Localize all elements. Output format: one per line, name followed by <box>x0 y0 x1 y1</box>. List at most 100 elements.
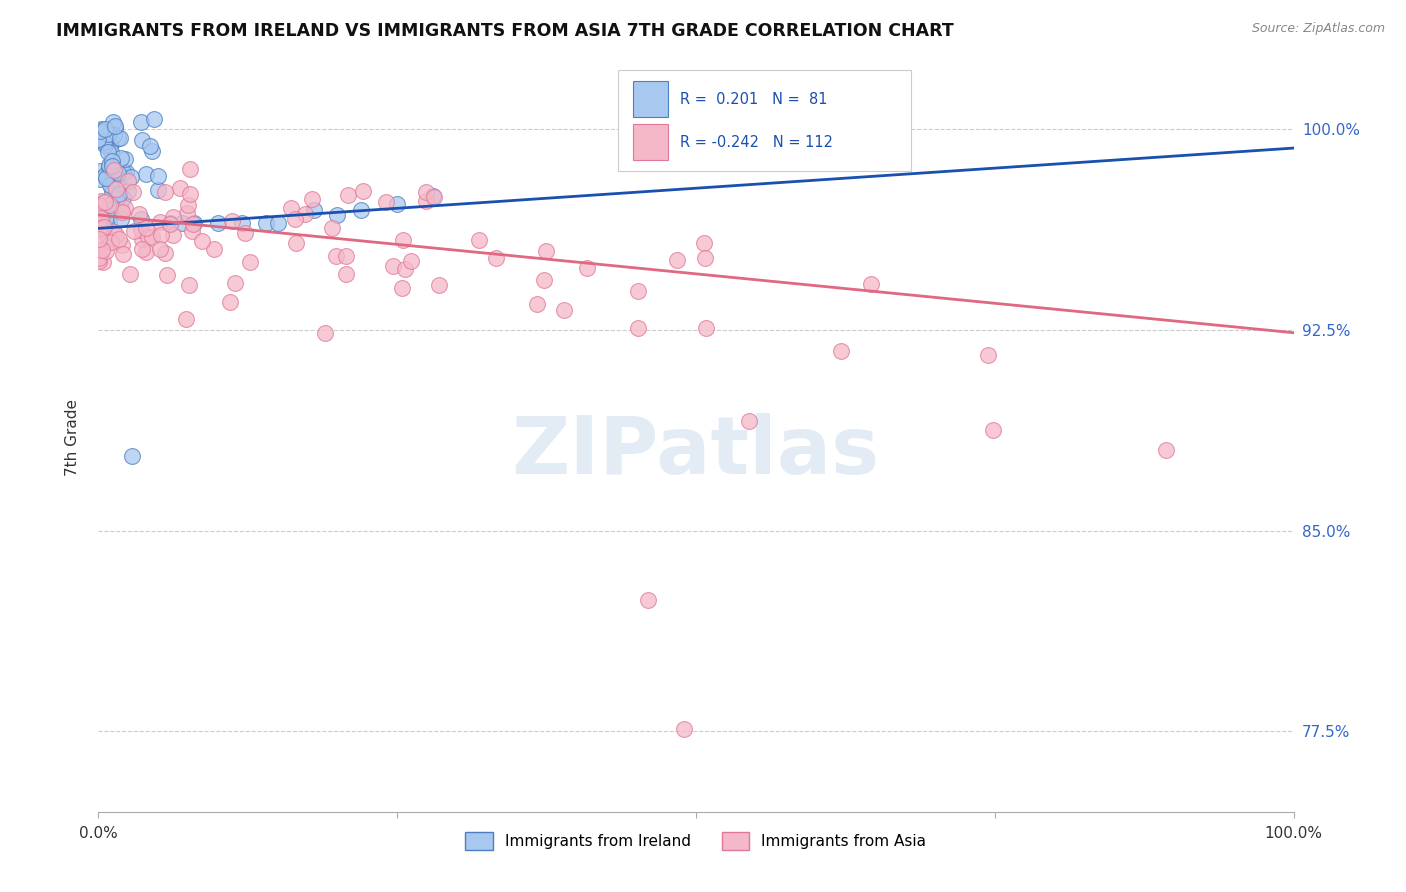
Point <box>98 232 121 246</box>
Text: ZIPatlas: ZIPatlas <box>512 413 880 491</box>
Point <box>135 245 157 260</box>
Point <box>96 244 118 258</box>
Point <box>254 216 277 230</box>
Point <box>89 254 111 268</box>
Point <box>111 204 134 219</box>
Point <box>87 252 110 266</box>
Point <box>91 200 114 214</box>
Point <box>485 251 508 265</box>
Point <box>207 216 229 230</box>
Point <box>159 217 181 231</box>
Point <box>301 192 323 206</box>
Point <box>695 251 717 265</box>
Point <box>233 227 256 241</box>
Point <box>128 207 150 221</box>
Point <box>149 242 172 256</box>
Point <box>162 210 184 224</box>
Point <box>399 254 422 268</box>
Point <box>96 198 118 212</box>
Point <box>96 171 118 186</box>
Point <box>314 326 336 340</box>
Point <box>129 222 152 236</box>
Point <box>108 130 131 145</box>
Point <box>104 182 127 196</box>
Point <box>87 133 110 147</box>
Point <box>181 217 204 231</box>
Point <box>131 133 153 147</box>
Point <box>285 235 308 250</box>
Point <box>91 130 114 145</box>
Point <box>104 228 127 243</box>
Point <box>202 242 225 256</box>
Point <box>100 179 122 194</box>
Point <box>159 216 181 230</box>
Point <box>221 213 243 227</box>
Point <box>103 119 125 133</box>
Point <box>337 188 360 202</box>
Point <box>533 273 555 287</box>
Point <box>105 192 128 206</box>
Point <box>153 246 176 260</box>
Point <box>179 186 201 201</box>
Point <box>98 215 121 229</box>
Point <box>183 216 205 230</box>
Point <box>108 232 131 246</box>
Point <box>89 221 111 235</box>
Point <box>335 267 357 281</box>
Point <box>98 198 121 212</box>
Point <box>391 233 413 247</box>
Point <box>124 224 146 238</box>
Point <box>96 210 118 224</box>
Point <box>179 162 201 177</box>
Point <box>110 151 132 165</box>
Y-axis label: 7th Grade: 7th Grade <box>65 399 80 475</box>
Point <box>321 220 343 235</box>
Point <box>415 194 437 209</box>
Point <box>107 181 129 195</box>
Point <box>121 449 143 463</box>
Point <box>103 226 125 240</box>
Point <box>374 194 396 209</box>
Point <box>114 152 136 166</box>
Point <box>737 414 759 428</box>
Point <box>149 227 172 242</box>
Point <box>335 249 357 263</box>
Point <box>90 215 112 229</box>
Point <box>981 423 1004 437</box>
Point <box>97 202 120 216</box>
Point <box>94 138 117 153</box>
Point <box>394 261 416 276</box>
Text: IMMIGRANTS FROM IRELAND VS IMMIGRANTS FROM ASIA 7TH GRADE CORRELATION CHART: IMMIGRANTS FROM IRELAND VS IMMIGRANTS FR… <box>56 22 955 40</box>
Point <box>100 235 122 249</box>
Point <box>131 232 153 246</box>
Point <box>104 121 127 136</box>
Point <box>90 122 112 136</box>
Point <box>118 268 141 282</box>
Point <box>94 122 117 136</box>
Point <box>117 174 139 188</box>
Point <box>156 268 179 282</box>
Point <box>326 208 349 222</box>
Point <box>180 224 202 238</box>
Point <box>553 303 575 318</box>
Point <box>89 198 111 212</box>
Point <box>280 201 302 215</box>
Point <box>100 136 122 151</box>
Point <box>422 189 444 203</box>
Point <box>107 166 129 180</box>
Point <box>101 166 124 180</box>
Point <box>627 284 650 298</box>
Point <box>172 216 194 230</box>
Point <box>148 169 170 183</box>
Point <box>87 237 110 252</box>
Point <box>830 344 852 359</box>
Point <box>385 197 409 211</box>
Point <box>98 139 121 153</box>
Point <box>381 259 404 273</box>
Point <box>91 130 114 145</box>
Point <box>100 159 122 173</box>
Point <box>111 238 134 252</box>
Point <box>89 124 111 138</box>
Point <box>219 294 242 309</box>
Text: Source: ZipAtlas.com: Source: ZipAtlas.com <box>1251 22 1385 36</box>
